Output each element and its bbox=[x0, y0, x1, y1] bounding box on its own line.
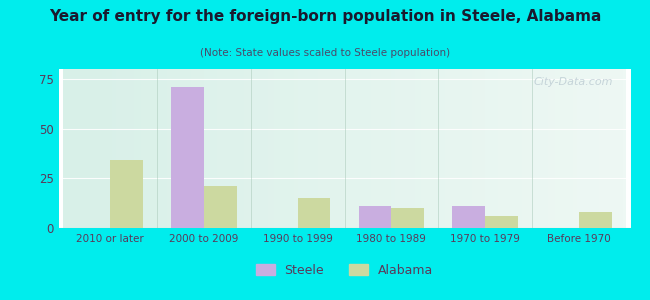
Bar bbox=[204, 186, 237, 228]
Bar bbox=[110, 160, 143, 228]
Text: Year of entry for the foreign-born population in Steele, Alabama: Year of entry for the foreign-born popul… bbox=[49, 9, 601, 24]
Bar bbox=[452, 206, 485, 228]
Text: City-Data.com: City-Data.com bbox=[534, 77, 614, 87]
Bar bbox=[485, 216, 518, 228]
Bar bbox=[298, 198, 330, 228]
Bar bbox=[579, 212, 612, 228]
Text: (Note: State values scaled to Steele population): (Note: State values scaled to Steele pop… bbox=[200, 48, 450, 58]
Bar bbox=[391, 208, 424, 228]
Bar bbox=[359, 206, 391, 228]
Bar bbox=[171, 87, 204, 228]
Legend: Steele, Alabama: Steele, Alabama bbox=[251, 259, 438, 282]
